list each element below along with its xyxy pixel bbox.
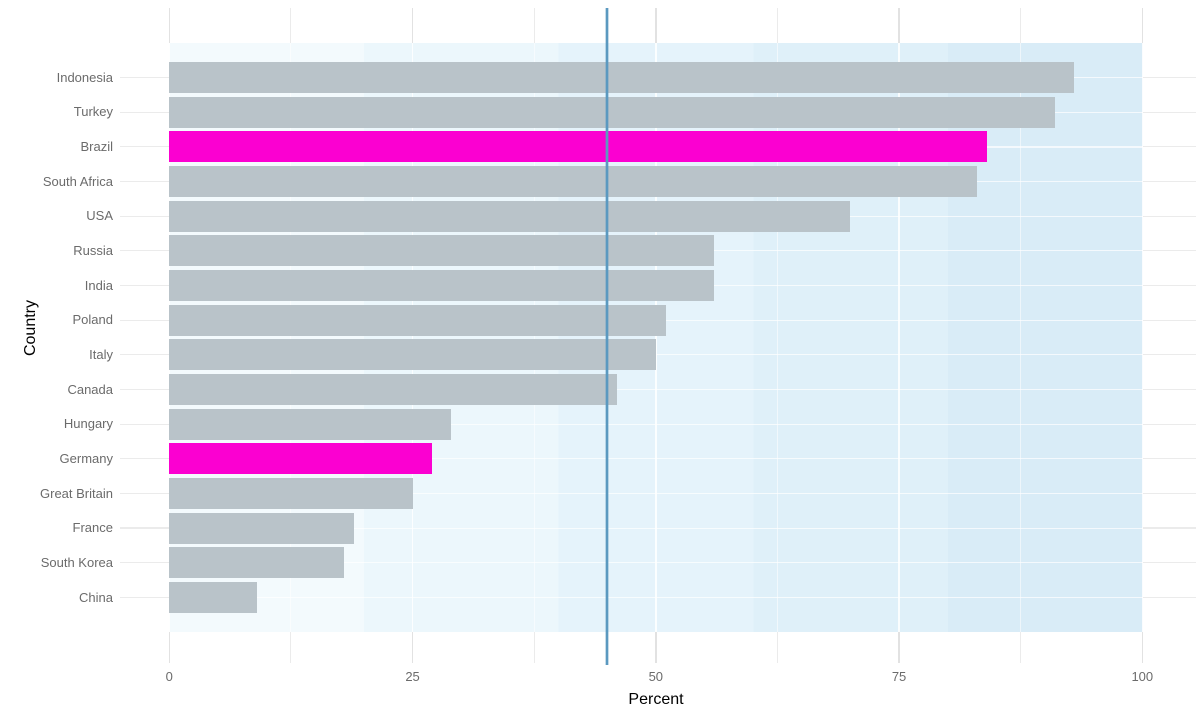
bar-usa (169, 200, 851, 232)
bar-indonesia (169, 62, 1075, 94)
row-gridline (120, 319, 1196, 321)
row-gridline (120, 423, 1196, 425)
row-gridline (120, 76, 1196, 79)
bar-hungary (169, 408, 452, 440)
row-gridline-on-panel (169, 215, 1143, 217)
bar-south-africa (169, 166, 977, 198)
bar-poland (169, 304, 666, 336)
y-tick-label: Poland (72, 312, 113, 328)
y-tick-label: Hungary (63, 416, 113, 432)
bar-canada (169, 374, 617, 406)
y-tick-label: India (84, 277, 113, 293)
x-gridline-minor (290, 8, 292, 663)
reference-line (605, 8, 610, 665)
y-tick-label: Great Britain (40, 485, 113, 501)
x-tick-label: 0 (165, 669, 173, 684)
y-tick-label: Russia (73, 242, 113, 258)
row-gridline (120, 180, 1196, 183)
row-gridline-on-panel (169, 527, 1143, 529)
x-gridline-major-on-panel (411, 43, 414, 632)
row-gridline (120, 250, 1196, 252)
row-gridline-on-panel (169, 180, 1143, 183)
row-gridline (120, 354, 1196, 356)
y-tick-label: Italy (89, 346, 113, 362)
bar-italy (169, 339, 656, 371)
x-gridline-major (898, 8, 900, 663)
row-gridline-on-panel (169, 423, 1143, 425)
row-gridline (120, 458, 1196, 460)
x-tick-label: 50 (648, 669, 664, 684)
row-gridline (120, 527, 1196, 529)
y-axis-title: Country (22, 299, 39, 357)
row-gridline-on-panel (169, 562, 1143, 564)
row-gridline (120, 215, 1196, 217)
x-gridline-minor (776, 8, 778, 663)
row-gridline-on-panel (169, 354, 1143, 356)
row-gridline (120, 146, 1196, 148)
panel-gradient-background (169, 43, 1143, 632)
row-gridline-on-panel (169, 284, 1143, 287)
bar-brazil (169, 131, 987, 163)
row-gridline (120, 562, 1196, 564)
x-gridline-major (168, 8, 171, 663)
y-tick-label: USA (86, 208, 113, 224)
row-gridline-on-panel (169, 146, 1143, 148)
x-axis-title: Percent (628, 691, 684, 708)
x-gridline-minor-on-panel (1020, 43, 1022, 632)
bar-china (169, 582, 257, 613)
y-tick-label: Germany (59, 450, 113, 466)
y-tick-label: China (79, 589, 113, 605)
y-tick-label: Indonesia (56, 69, 113, 85)
bar-russia (169, 235, 715, 267)
y-tick-label: France (72, 520, 113, 536)
y-tick-label: Turkey (73, 104, 113, 120)
row-gridline-on-panel (169, 111, 1143, 113)
y-tick-label: South Africa (42, 173, 113, 189)
x-tick-label: 25 (405, 669, 420, 684)
row-gridline (120, 284, 1196, 287)
x-tick-label: 100 (1131, 669, 1154, 684)
x-gridline-minor (533, 8, 535, 663)
bar-turkey (169, 96, 1055, 128)
row-gridline-on-panel (169, 77, 1143, 79)
row-gridline (120, 111, 1196, 113)
row-gridline-on-panel (169, 319, 1143, 321)
row-gridline (120, 388, 1196, 391)
y-tick-label: Brazil (80, 138, 113, 154)
x-gridline-major-on-panel (655, 43, 657, 632)
x-tick-label: 75 (891, 669, 907, 684)
x-gridline-major (1141, 8, 1144, 663)
row-gridline (120, 492, 1196, 494)
row-gridline-on-panel (169, 458, 1143, 460)
bar-germany (169, 443, 432, 475)
bar-india (169, 270, 715, 302)
row-gridline-on-panel (169, 388, 1143, 391)
x-gridline-major-on-panel (168, 43, 171, 632)
x-gridline-minor (1020, 8, 1022, 663)
bar-france (169, 512, 355, 544)
y-tick-label: Canada (67, 381, 113, 397)
x-gridline-major-on-panel (898, 43, 900, 632)
x-gridline-minor-on-panel (533, 43, 535, 632)
y-tick-label: South Korea (40, 554, 113, 570)
bar-south-korea (169, 547, 345, 579)
x-gridline-minor-on-panel (290, 43, 292, 632)
row-gridline-on-panel (169, 492, 1143, 495)
x-gridline-major (411, 8, 414, 663)
x-gridline-minor-on-panel (776, 43, 778, 632)
x-gridline-major-on-panel (1141, 43, 1144, 632)
row-gridline-on-panel (169, 250, 1143, 252)
row-gridline-on-panel (169, 596, 1143, 599)
bar-great-britain (169, 478, 413, 510)
row-gridline (120, 596, 1196, 598)
x-gridline-major (655, 8, 657, 663)
